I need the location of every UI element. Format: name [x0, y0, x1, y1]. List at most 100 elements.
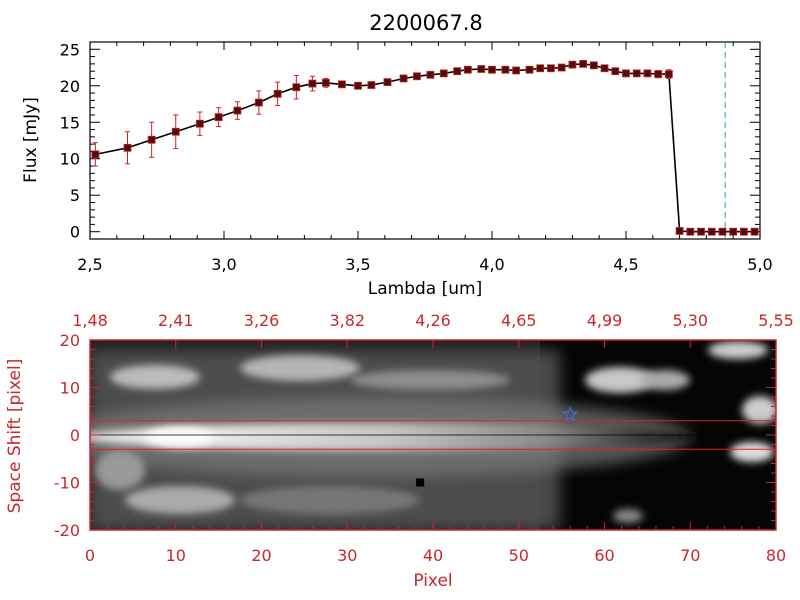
data-point: [321, 78, 330, 87]
data-point: [439, 69, 448, 78]
image-markers: [416, 405, 579, 487]
square-marker: [416, 478, 425, 487]
data-point: [512, 66, 521, 75]
blob-lower-left: [125, 486, 235, 514]
y-tick-label: 10: [60, 150, 80, 169]
data-point: [273, 89, 282, 98]
x-tick-label: 40: [423, 546, 443, 565]
image-x-label: Pixel: [413, 571, 452, 591]
x-tick-label: 30: [337, 546, 357, 565]
blob-right-1: [585, 367, 655, 393]
x-tick-label: 20: [251, 546, 271, 565]
blob-lower-right: [613, 509, 643, 523]
chart-title: 2200067.8: [369, 11, 483, 35]
data-point: [697, 227, 705, 236]
data-point: [91, 150, 100, 159]
image-y-axis: -20 -10 0 10 20: [54, 331, 776, 540]
blob-far-right-top: [708, 341, 768, 359]
data-point: [675, 227, 684, 235]
blob-far-right-low: [730, 442, 774, 462]
image-top-wavelength-axis: 1,48 2,41 3,26 3,82 4,26 4,65 4,99 5,30 5,55: [72, 311, 794, 348]
data-point: [413, 72, 421, 81]
data-point: [147, 135, 156, 144]
spatial-image-panel: 0 10 20 30 40 50 60 70 80 1,48 2,41 3,26 3,82 4,26 4,…: [5, 311, 794, 591]
data-point: [664, 70, 673, 79]
y-tick-label: 5: [70, 186, 80, 205]
x-tick-label: 2,5: [77, 255, 102, 274]
data-point: [707, 227, 716, 236]
x-tick-label: 10: [166, 546, 186, 565]
top-tick-label: 4,26: [415, 311, 451, 330]
data-point: [195, 119, 204, 128]
data-point: [557, 63, 566, 72]
image-y-label: Space Shift [pixel]: [5, 359, 25, 514]
data-point: [254, 98, 263, 107]
data-point: [501, 65, 510, 74]
x-tick-label: 3,5: [345, 255, 370, 274]
top-tick-label: 2,41: [158, 311, 194, 330]
data-point: [292, 83, 301, 92]
blob-upper-center: [350, 370, 510, 390]
data-point: [568, 60, 577, 69]
data-point: [453, 67, 462, 76]
trace-hotspot: [145, 427, 215, 447]
data-point: [632, 69, 641, 78]
top-tick-label: 3,82: [329, 311, 365, 330]
y-tick-label: 10: [60, 379, 80, 398]
data-point: [338, 80, 346, 89]
top-tick-label: 5,55: [758, 311, 794, 330]
data-point: [233, 106, 242, 115]
x-tick-label: 0: [85, 546, 95, 565]
blob-upper-mid: [240, 355, 360, 381]
x-tick-label: 3,0: [211, 255, 236, 274]
spectrum-x-label: Lambda [um]: [368, 279, 482, 299]
series-line: [95, 63, 755, 233]
data-point: [729, 227, 738, 236]
blob-mid-left: [95, 450, 145, 490]
data-point: [488, 65, 496, 74]
data-point: [718, 227, 727, 236]
star-marker: [561, 405, 579, 422]
blob-far-right-mid: [742, 396, 776, 424]
spectrum-chart: 2200067.8 2,5 3,0 3,5 4,0 4,5 5,0 0510152025 …: [21, 11, 773, 299]
top-tick-label: 1,48: [72, 311, 108, 330]
data-point: [600, 64, 609, 73]
data-point: [426, 70, 435, 79]
data-point: [214, 113, 223, 122]
data-point: [611, 67, 620, 76]
blob-right-2: [640, 370, 690, 390]
data-point: [525, 65, 534, 74]
y-tick-label: 25: [60, 40, 80, 59]
blob-upper-left: [110, 365, 200, 389]
data-point: [123, 143, 132, 152]
y-tick-label: 20: [60, 77, 80, 96]
data-point: [354, 81, 362, 90]
data-point: [686, 227, 695, 236]
spectral-trace: [90, 423, 700, 451]
data-point: [750, 227, 759, 236]
image-x-axis: 0 10 20 30 40 50 60 70 80: [85, 522, 786, 565]
top-tick-label: 3,26: [244, 311, 280, 330]
y-tick-label: 20: [60, 331, 80, 350]
x-tick-label: 4,5: [613, 255, 638, 274]
data-point: [654, 70, 663, 79]
data-point: [536, 64, 545, 73]
top-tick-label: 4,99: [587, 311, 623, 330]
top-tick-label: 4,65: [501, 311, 537, 330]
spectrum-y-label: Flux [mJy]: [21, 97, 41, 183]
spectrum-x-axis: 2,5 3,0 3,5 4,0 4,5 5,0: [77, 42, 773, 274]
data-point: [643, 69, 652, 78]
data-point: [740, 227, 748, 236]
data-point: [367, 81, 376, 89]
data-point: [477, 65, 486, 73]
data-point: [547, 64, 555, 73]
y-tick-label: -20: [54, 521, 80, 540]
blob-lower-mid: [240, 486, 420, 514]
spectrum-y-axis: 0 5 10 15 20 25: [60, 40, 760, 242]
x-tick-label: 70: [680, 546, 700, 565]
y-tick-label: 0: [70, 223, 80, 242]
data-point: [589, 61, 598, 70]
data-point: [383, 78, 392, 87]
x-tick-label: 60: [594, 546, 614, 565]
